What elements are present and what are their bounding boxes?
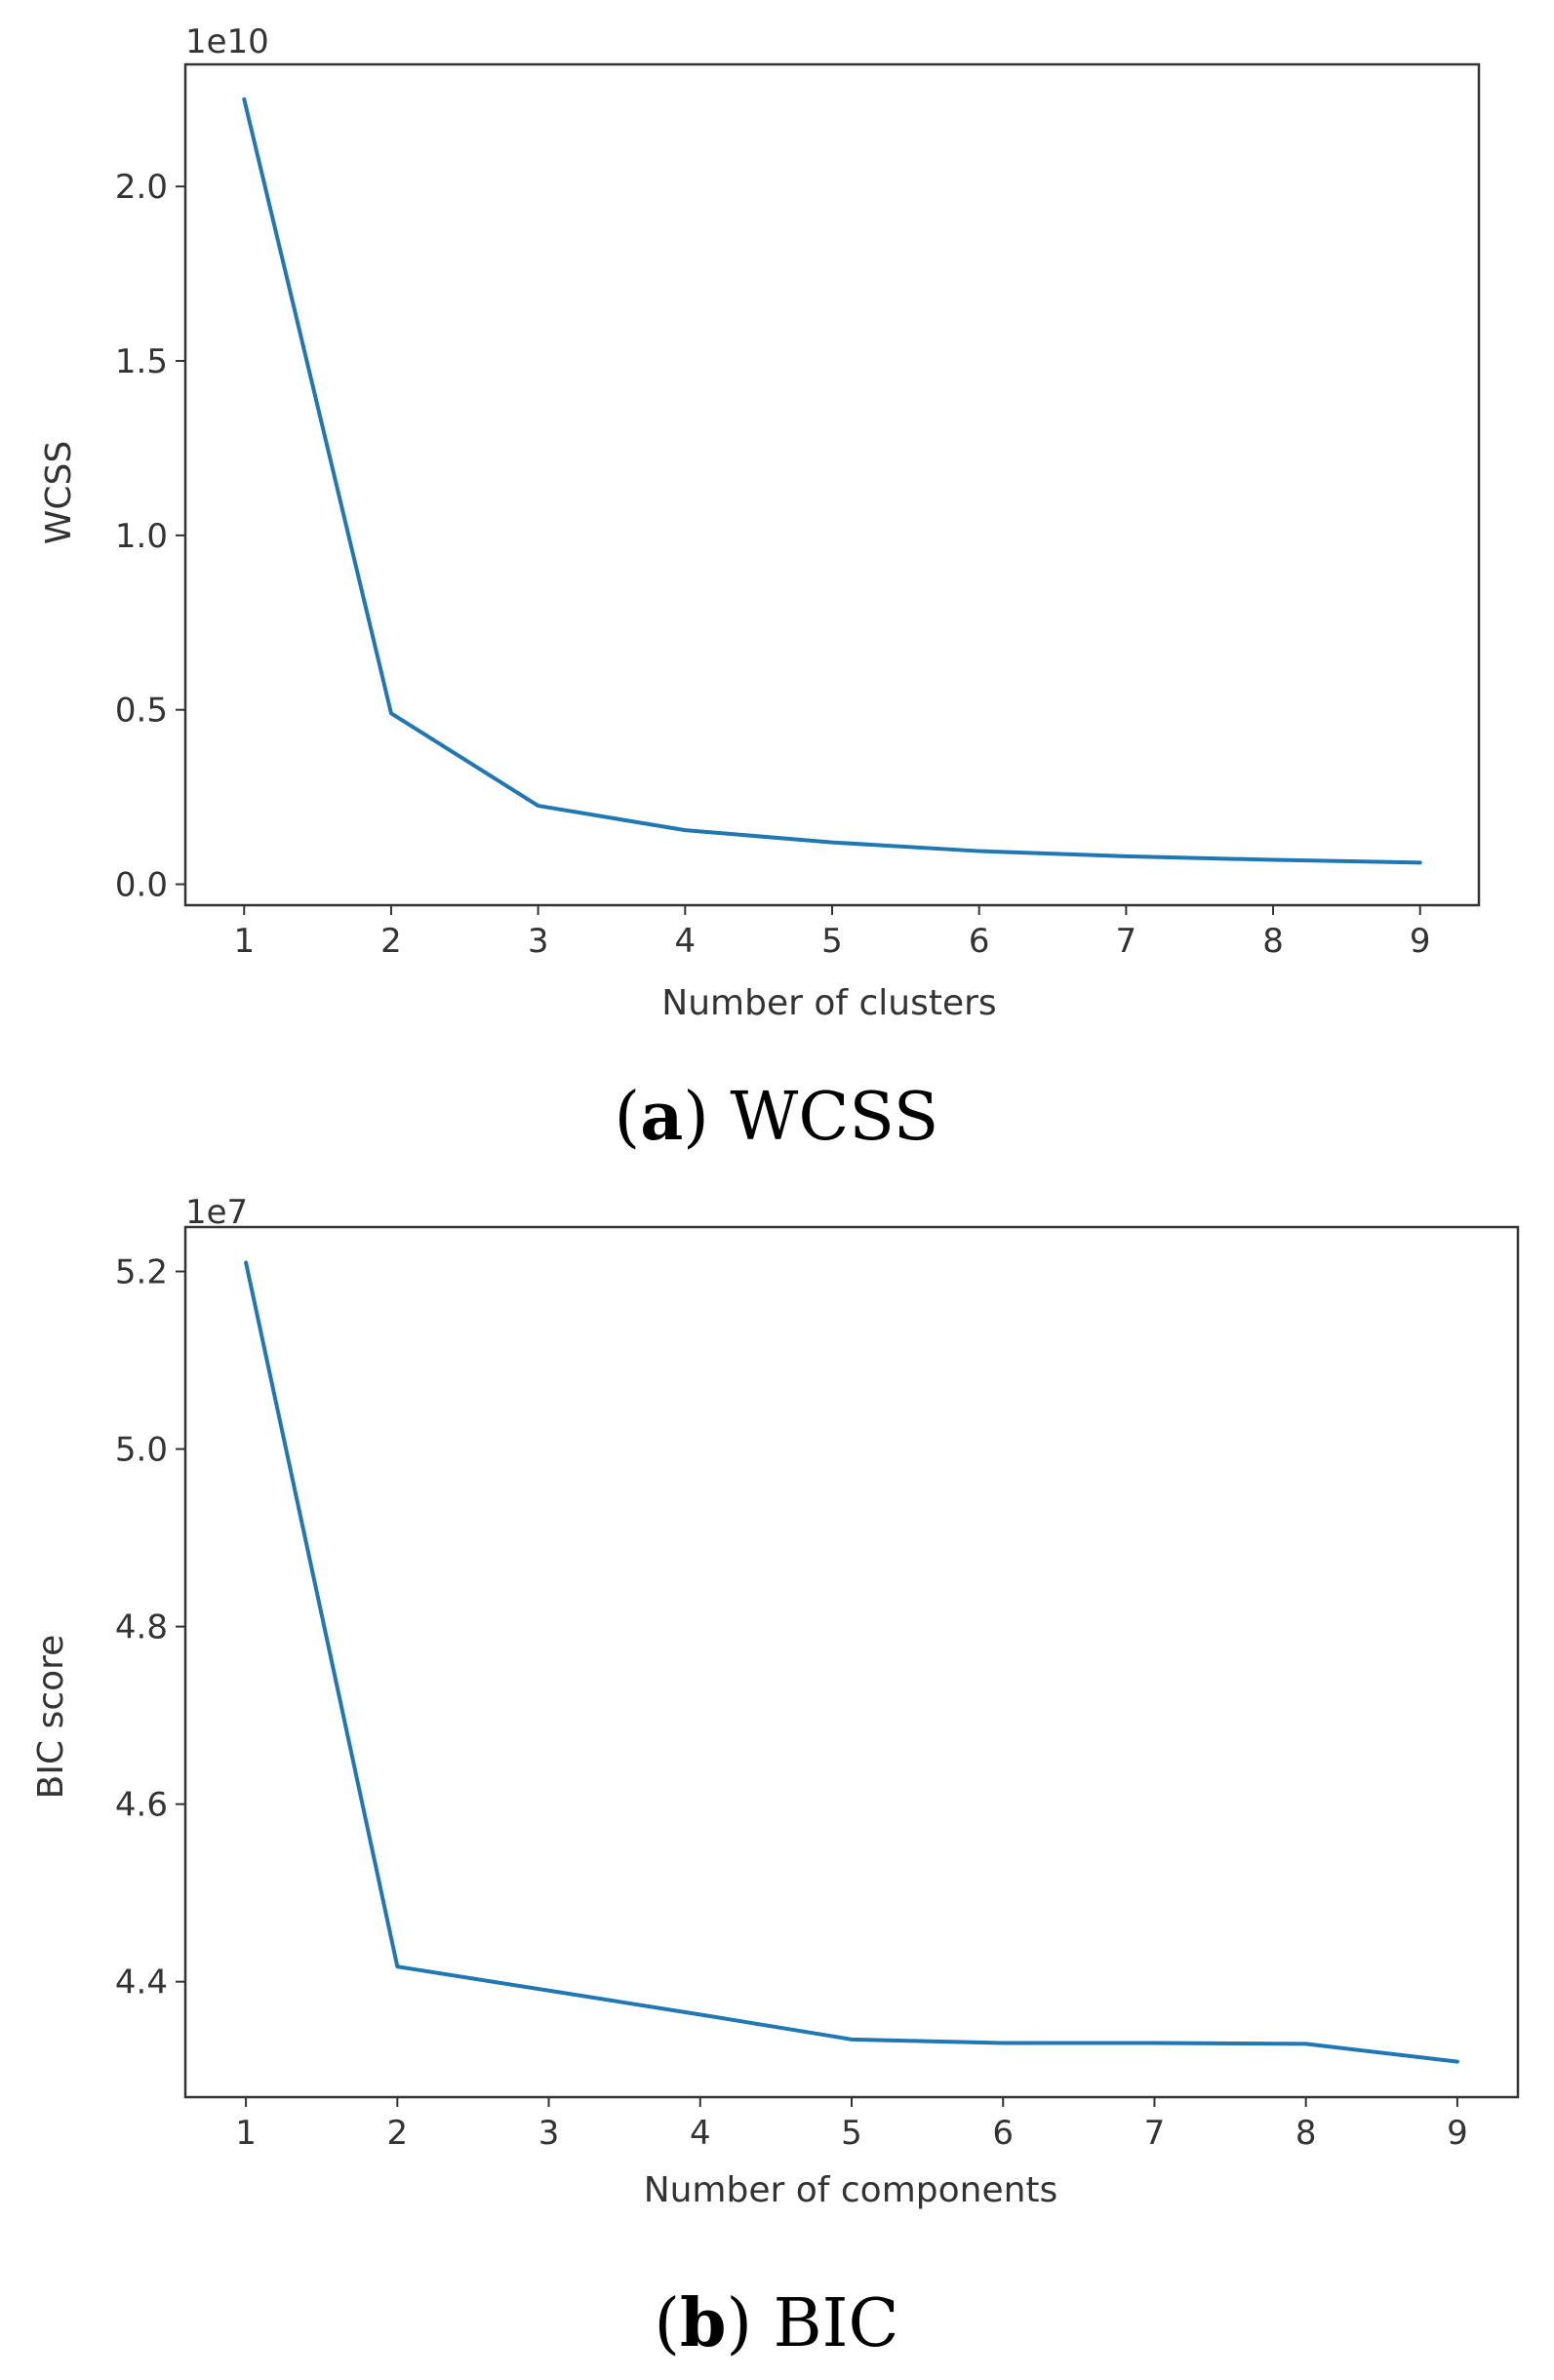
x-tick-label: 7 xyxy=(1144,2114,1166,2153)
caption-letter: a xyxy=(640,1078,683,1156)
series-line xyxy=(242,97,1422,865)
series-group xyxy=(244,1260,1459,2064)
series-line xyxy=(244,1260,1459,2064)
plot-frame xyxy=(183,1225,1520,2099)
series-group xyxy=(242,97,1422,865)
figure-caption: (b) BIC xyxy=(654,2284,898,2362)
x-tick-label: 5 xyxy=(841,2114,862,2153)
x-tick-label: 6 xyxy=(969,922,990,961)
y-tick-label: 1.5 xyxy=(115,342,168,381)
wcss-chart: 1e10 WCSS Number of clusters 0.0 0.5 1.0 1.… xyxy=(39,22,1481,1156)
x-axis-title: Number of components xyxy=(644,2170,1058,2210)
x-tick-label: 2 xyxy=(386,2114,408,2153)
x-tick-label: 1 xyxy=(235,2114,257,2153)
caption-text: WCSS xyxy=(730,1079,938,1156)
y-axis-title: WCSS xyxy=(39,441,79,544)
x-tick-label: 8 xyxy=(1262,922,1284,961)
figure-caption: (a) WCSS xyxy=(615,1078,939,1156)
y-tick-label: 5.0 xyxy=(115,1431,168,1470)
bic-chart: 1e7 BIC score Number of components 4.44.… xyxy=(31,1193,1520,2362)
x-axis-title: Number of clusters xyxy=(661,983,996,1023)
x-tick-label: 7 xyxy=(1116,922,1137,961)
y-axis-title: BIC score xyxy=(31,1635,71,1800)
y-tick-label: 1.0 xyxy=(115,517,168,556)
y-tick-label: 0.5 xyxy=(115,692,168,731)
x-tick-label: 3 xyxy=(528,922,549,961)
y-offset-label: 1e7 xyxy=(185,1193,248,1232)
y-tick-label: 4.6 xyxy=(115,1786,168,1825)
x-tick-label: 1 xyxy=(233,922,255,961)
y-tick-label: 4.8 xyxy=(115,1608,168,1647)
caption-text: BIC xyxy=(774,2285,899,2362)
x-tick-label: 2 xyxy=(380,922,402,961)
x-ticks: 1 2 3 4 5 6 7 8 9 xyxy=(235,2097,1468,2153)
x-tick-label: 6 xyxy=(992,2114,1014,2153)
y-ticks: 4.4 4.6 4.8 5.0 5.2 xyxy=(115,1253,185,2003)
x-tick-label: 4 xyxy=(690,2114,711,2153)
y-offset-label: 1e10 xyxy=(185,22,269,61)
x-tick-label: 5 xyxy=(821,922,843,961)
y-tick-label: 0.0 xyxy=(115,866,168,905)
caption-letter: b xyxy=(680,2284,727,2362)
plot-frame xyxy=(183,62,1481,907)
x-tick-label: 9 xyxy=(1447,2114,1468,2153)
y-ticks: 0.0 0.5 1.0 1.5 2.0 xyxy=(115,168,185,905)
y-tick-label: 5.2 xyxy=(115,1253,168,1292)
x-ticks: 1 2 3 4 5 6 7 8 9 xyxy=(233,905,1431,961)
x-tick-label: 9 xyxy=(1410,922,1431,961)
y-tick-label: 2.0 xyxy=(115,168,168,207)
x-tick-label: 3 xyxy=(538,2114,560,2153)
x-tick-label: 8 xyxy=(1295,2114,1317,2153)
y-tick-label: 4.4 xyxy=(115,1964,168,2003)
x-tick-label: 4 xyxy=(674,922,696,961)
